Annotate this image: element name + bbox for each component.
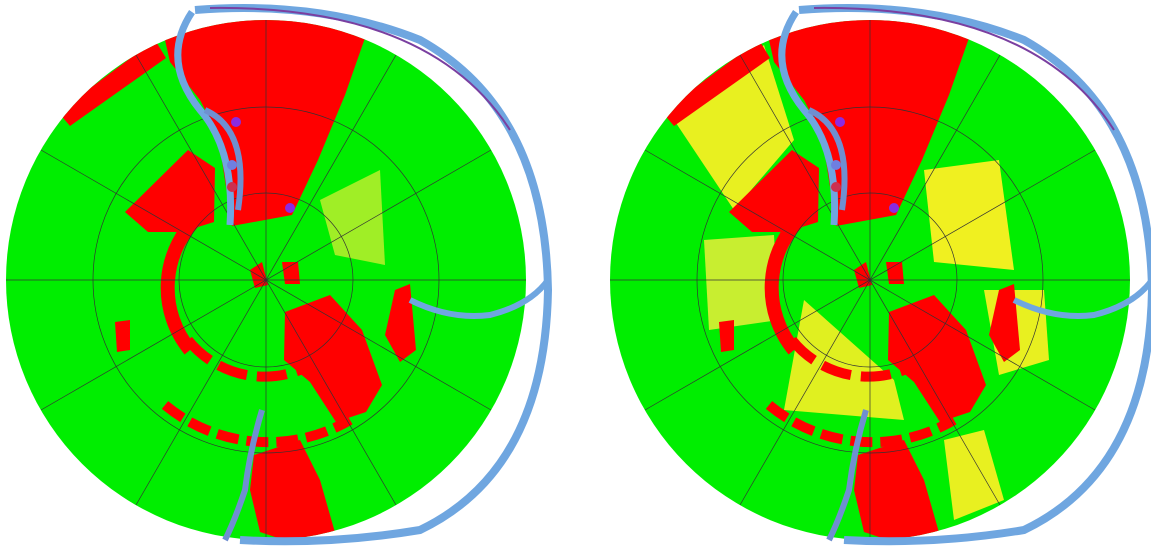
yellow-patch [924, 160, 1014, 270]
left-disk [6, 8, 548, 542]
disk-content [610, 20, 1130, 540]
yellow-patch [704, 235, 779, 330]
yellow-patch [944, 430, 1004, 520]
yellow-patch [784, 300, 904, 420]
disk-content [6, 20, 526, 540]
right-disk [610, 8, 1151, 542]
yellow-patch [674, 45, 794, 210]
yellow-patch [320, 170, 385, 265]
